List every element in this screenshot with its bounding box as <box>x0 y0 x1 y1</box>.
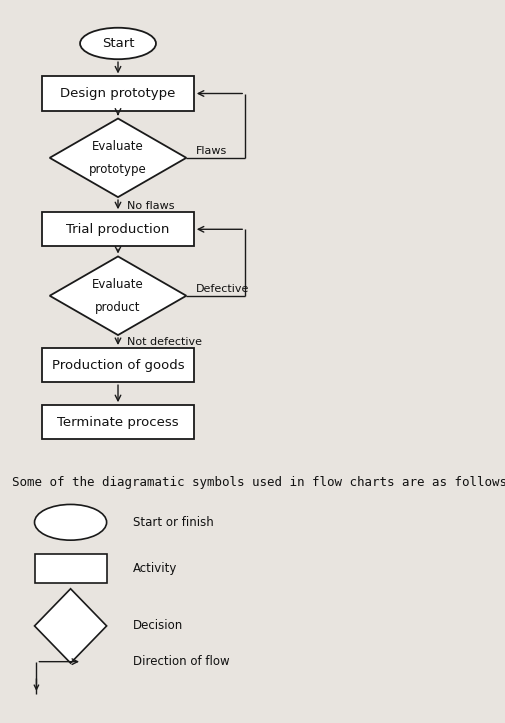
Text: product: product <box>95 301 140 314</box>
Bar <box>34 555 107 583</box>
Text: Some of the diagramatic symbols used in flow charts are as follows:: Some of the diagramatic symbols used in … <box>12 476 505 489</box>
Bar <box>42 77 193 111</box>
Text: Activity: Activity <box>133 562 177 576</box>
Text: Trial production: Trial production <box>66 223 169 236</box>
Text: Flaws: Flaws <box>195 145 227 155</box>
Text: Production of goods: Production of goods <box>52 359 184 372</box>
Text: Design prototype: Design prototype <box>60 87 175 100</box>
Text: Terminate process: Terminate process <box>57 416 178 429</box>
Ellipse shape <box>80 27 156 59</box>
Text: Evaluate: Evaluate <box>92 140 143 153</box>
Polygon shape <box>49 257 186 335</box>
Bar <box>42 405 193 440</box>
Polygon shape <box>34 589 107 663</box>
Text: Defective: Defective <box>195 283 248 294</box>
Bar <box>42 348 193 382</box>
Text: Start: Start <box>102 37 134 50</box>
Bar <box>42 212 193 247</box>
Text: Not defective: Not defective <box>127 337 202 347</box>
Text: prototype: prototype <box>89 163 146 176</box>
Polygon shape <box>49 119 186 197</box>
Text: Direction of flow: Direction of flow <box>133 655 229 668</box>
Text: No flaws: No flaws <box>127 201 175 210</box>
Text: Decision: Decision <box>133 620 183 633</box>
Text: Evaluate: Evaluate <box>92 278 143 291</box>
Text: Start or finish: Start or finish <box>133 515 214 529</box>
Ellipse shape <box>34 505 107 540</box>
